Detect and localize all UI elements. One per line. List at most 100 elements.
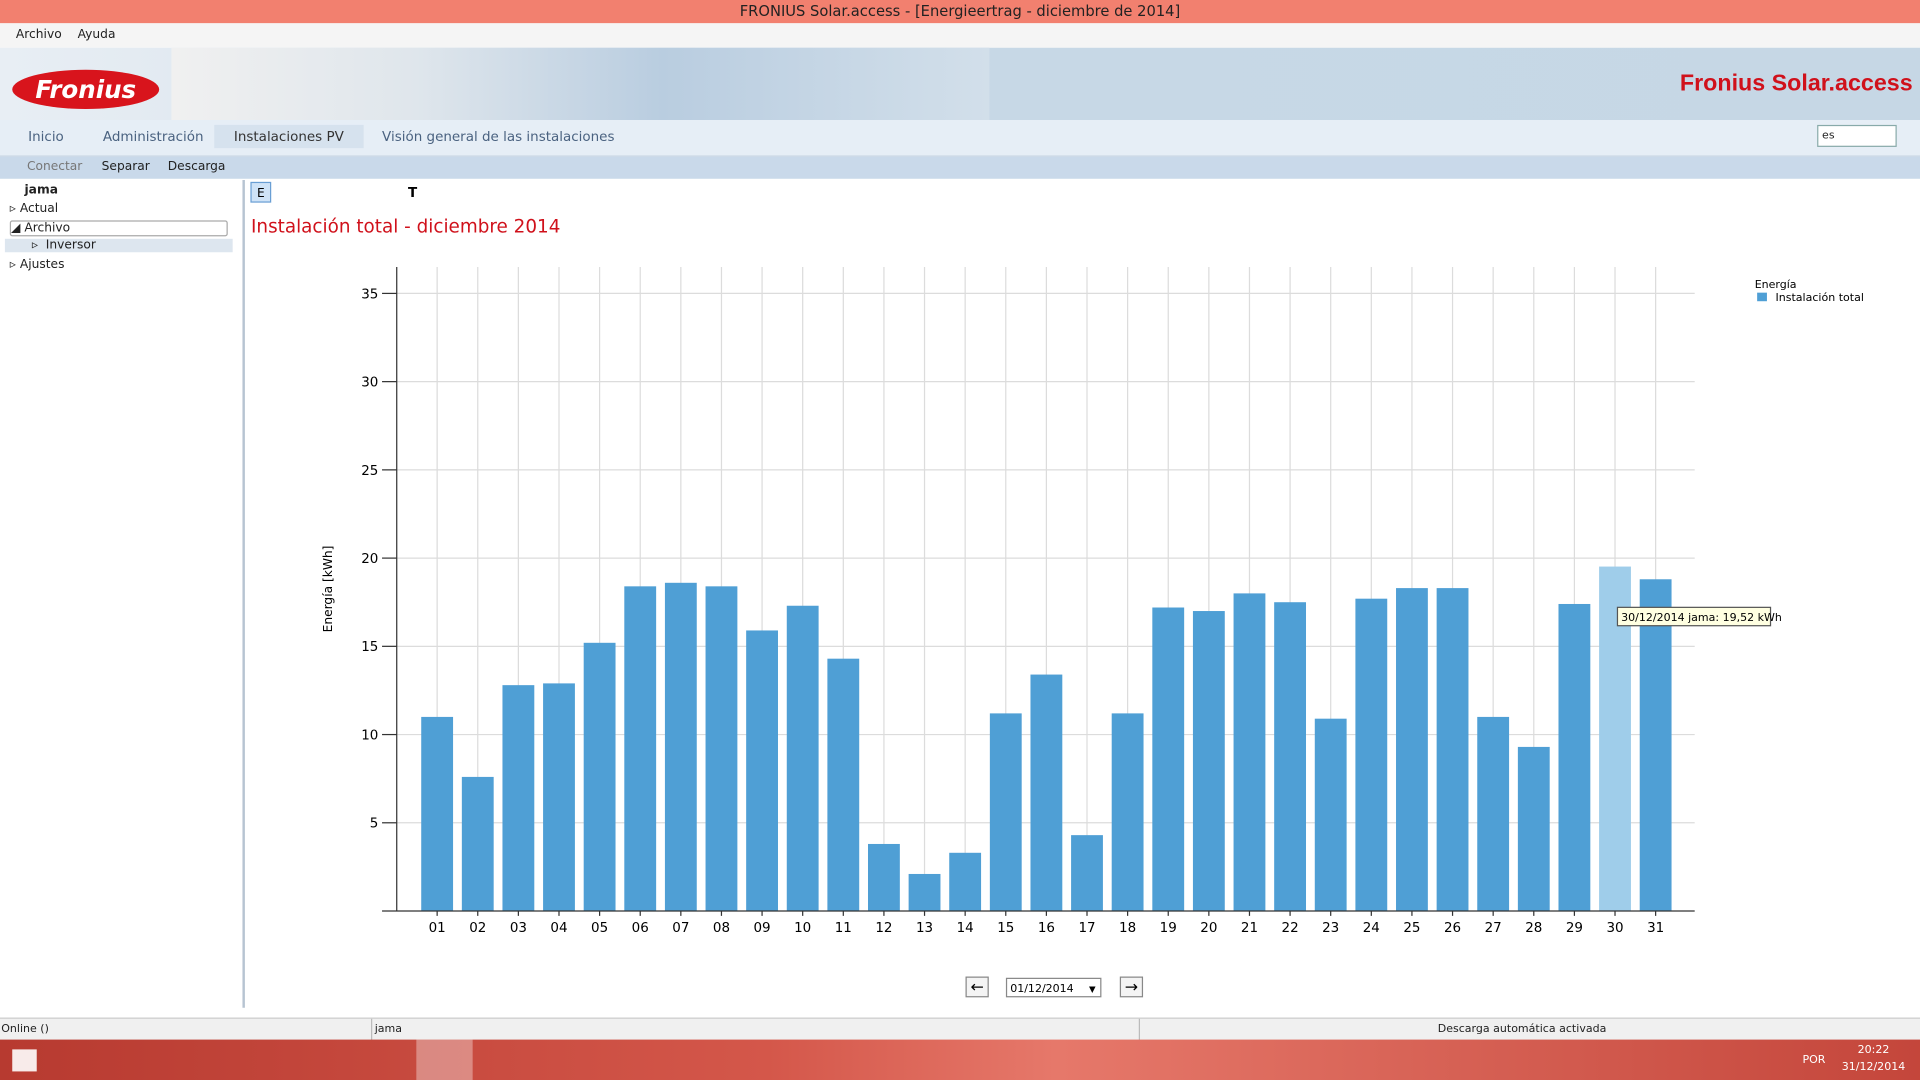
tree-view: jama ▹ Actual ◢ Archivo ▹ Inversor ▹ Aju…	[0, 180, 245, 1008]
language-select[interactable]: es	[1817, 124, 1897, 147]
prev-button[interactable]	[965, 976, 989, 998]
next-arrow: →	[1125, 977, 1138, 996]
x-tick-label: 23	[1322, 921, 1339, 936]
x-tick-label: 31	[1647, 921, 1664, 936]
x-tick-label: 07	[672, 921, 689, 936]
tree-label: Inversor	[45, 238, 96, 253]
status-text: Online ()	[1, 1023, 49, 1036]
bar	[1314, 718, 1347, 912]
legend-label: Instalación total	[1776, 291, 1864, 304]
x-tick-label: 08	[713, 921, 730, 936]
chart-tool[interactable]	[250, 181, 272, 203]
x-tick-label: 30	[1606, 921, 1623, 936]
menu-item[interactable]: Ayuda	[77, 28, 116, 42]
x-tick-label: 02	[469, 921, 486, 936]
tree-label: Actual	[19, 202, 59, 216]
bar	[583, 642, 616, 912]
x-tick-label: 06	[632, 921, 649, 936]
x-tick-label: 16	[1038, 921, 1055, 936]
nav-tabs: Inicio Administración Instalaciones PV V…	[0, 120, 1920, 157]
bar	[1030, 674, 1063, 912]
bar	[1396, 588, 1428, 912]
tab[interactable]: Instalaciones PV	[214, 124, 364, 149]
x-tick-label: 20	[1200, 921, 1217, 936]
tree-label: Ajustes	[19, 258, 65, 272]
tab[interactable]: Inicio	[28, 128, 64, 145]
brand: Fronius Solar.access	[1679, 71, 1913, 97]
clock-date: 31/12/2014	[1841, 1061, 1906, 1074]
x-tick-label: 10	[794, 921, 811, 936]
chart: E T Instalación total - diciembre 2014 E…	[250, 181, 1864, 998]
bar	[989, 713, 1022, 912]
logo: Fronius	[12, 69, 160, 109]
tree-item[interactable]: ▹ Ajustes	[9, 258, 65, 272]
y-tick-label: 15	[361, 640, 378, 655]
bar	[1355, 598, 1388, 912]
bar	[1152, 607, 1185, 912]
x-tick-label: 03	[510, 921, 527, 936]
tab[interactable]: Visión general de las instalaciones	[382, 128, 615, 145]
bar	[1233, 593, 1266, 912]
x-tick-label: 01	[429, 921, 446, 936]
bar	[1517, 746, 1550, 912]
x-tick-label: 09	[754, 921, 771, 936]
dropdown-arrow: ▼	[1089, 985, 1096, 995]
y-tick-label: 35	[361, 287, 378, 302]
bar	[868, 843, 900, 912]
menu-item[interactable]: Archivo	[15, 28, 62, 42]
tree-item[interactable]: ◢ Archivo	[9, 220, 228, 237]
x-tick-label: 29	[1566, 921, 1583, 936]
menu-bar: Archivo Ayuda	[0, 23, 1920, 48]
bar	[664, 582, 697, 912]
title-bar: FRONIUS Solar.access - [Energieertrag - …	[0, 0, 1920, 24]
chart-tool-label: E	[257, 186, 265, 200]
status-text: Descarga automática activada	[1138, 1018, 1904, 1041]
chart-title: Instalación total - diciembre 2014	[251, 217, 560, 238]
active-app[interactable]	[416, 1039, 473, 1080]
tree-item[interactable]: ▹ Actual	[9, 202, 59, 216]
bar	[827, 658, 860, 912]
bar	[786, 605, 819, 912]
bar	[421, 716, 454, 912]
bar	[1558, 603, 1591, 912]
x-tick-label: 12	[875, 921, 892, 936]
status-text: jama	[371, 1018, 402, 1041]
x-tick-label: 21	[1241, 921, 1258, 936]
y-tick-label: 5	[370, 817, 379, 832]
x-tick-label: 05	[591, 921, 608, 936]
bar	[543, 683, 575, 912]
y-tick-label: 10	[361, 728, 378, 743]
start-button[interactable]	[12, 1049, 37, 1072]
bar	[949, 852, 982, 912]
tooltip-text: 30/12/2014 jama: 19,52 kWh	[1621, 611, 1782, 624]
toolbar-button[interactable]: Conectar	[26, 160, 83, 174]
toolbar-button[interactable]: Separar	[101, 160, 150, 174]
bar	[705, 586, 738, 912]
x-tick-label: 28	[1525, 921, 1542, 936]
chart-tool-label: T	[408, 186, 418, 201]
x-tick-label: 15	[997, 921, 1014, 936]
x-tick-label: 27	[1485, 921, 1502, 936]
date-field[interactable]	[1005, 977, 1102, 998]
window-title: FRONIUS Solar.access - [Energieertrag - …	[739, 2, 1181, 20]
tree-root[interactable]: jama	[24, 183, 58, 198]
tab[interactable]: Administración	[102, 128, 204, 145]
tooltip-box	[1616, 606, 1772, 627]
bar	[746, 630, 778, 912]
bar	[1274, 602, 1307, 912]
legend-swatch	[1757, 292, 1767, 302]
tray-language: POR	[1802, 1054, 1826, 1067]
clock-time: 20:22	[1857, 1044, 1890, 1057]
next-button[interactable]	[1119, 976, 1144, 998]
y-axis-label: Energía [kWh]	[321, 546, 335, 633]
tree-item[interactable]: ▹ Inversor	[4, 238, 233, 253]
tree-label: Archivo	[24, 221, 71, 236]
x-tick-label: 11	[835, 921, 852, 936]
y-tick-label: 20	[361, 552, 378, 567]
x-tick-label: 13	[916, 921, 933, 936]
toolbar-button[interactable]: Descarga	[167, 160, 226, 174]
x-tick-label: 17	[1078, 921, 1095, 936]
bar	[1436, 588, 1469, 912]
x-tick-label: 14	[957, 921, 974, 936]
bar	[1111, 713, 1144, 912]
